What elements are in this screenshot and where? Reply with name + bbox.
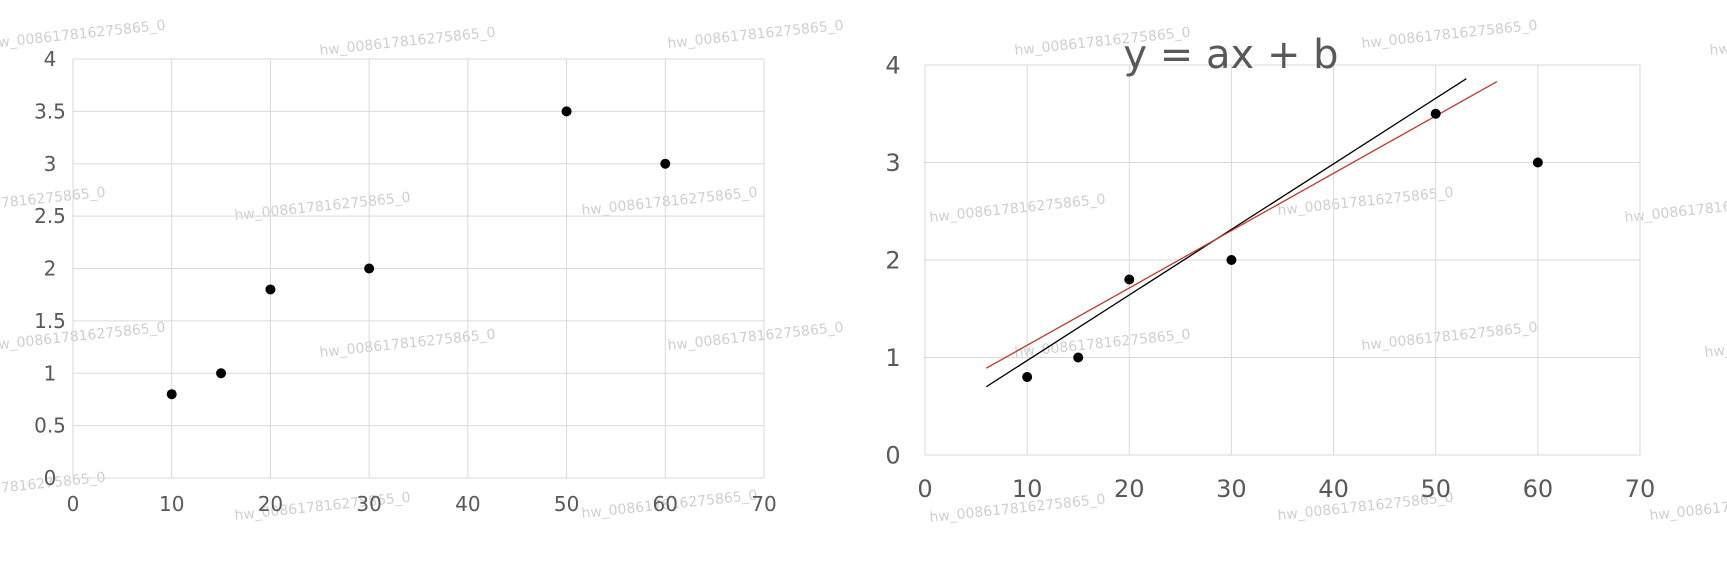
watermark: hw_008617816275865_0 bbox=[234, 190, 412, 224]
y-tick-label: 3.5 bbox=[34, 99, 66, 123]
y-tick-label: 1.5 bbox=[34, 309, 66, 333]
watermark: hw_008617816275865_0 bbox=[319, 25, 497, 59]
watermark: hw_008617816275865_0 bbox=[1709, 25, 1727, 59]
watermark: hw_008617816275865_0 bbox=[1361, 18, 1539, 52]
chart-1-gridlines bbox=[72, 58, 765, 479]
y-tick-label: 1 bbox=[885, 344, 900, 372]
y-tick-label: 0 bbox=[885, 441, 900, 469]
data-point bbox=[660, 158, 671, 169]
x-tick-label: 30 bbox=[1216, 475, 1247, 503]
chart-2-gridlines bbox=[924, 64, 1641, 456]
watermark: hw_008617816275865_0 bbox=[1704, 327, 1727, 361]
y-tick-label: 0.5 bbox=[34, 414, 66, 438]
trendline bbox=[985, 78, 1467, 388]
watermark: hw_008617816275865_0 bbox=[0, 320, 166, 354]
watermark: hw_008617816275865_0 bbox=[667, 320, 845, 354]
x-tick-label: 70 bbox=[751, 492, 776, 516]
data-point bbox=[1073, 352, 1084, 363]
data-point bbox=[265, 284, 276, 295]
watermark: hw_008617816275865_0 bbox=[929, 192, 1107, 226]
watermark: hw_008617816275865_0 bbox=[1361, 320, 1539, 354]
data-point bbox=[1124, 274, 1135, 285]
watermark: hw_008617816275865_0 bbox=[1649, 490, 1727, 524]
chart-2-points bbox=[1022, 108, 1543, 382]
x-tick-label: 20 bbox=[258, 492, 283, 516]
data-point bbox=[1022, 372, 1033, 382]
chart-1-y-tick-labels: 0 0.5 1 1.5 2 2.5 3 3.5 4 bbox=[34, 47, 66, 490]
y-tick-label: 3 bbox=[885, 149, 900, 177]
x-tick-label: 30 bbox=[356, 492, 381, 516]
y-tick-label: 2.5 bbox=[34, 204, 66, 228]
data-point bbox=[216, 368, 227, 379]
chart-2-title: y = ax + b bbox=[1123, 32, 1338, 78]
y-tick-label: 2 bbox=[44, 257, 57, 281]
x-tick-label: 50 bbox=[554, 492, 579, 516]
chart-1-points bbox=[166, 106, 671, 400]
y-tick-label: 4 bbox=[885, 51, 900, 79]
x-tick-label: 70 bbox=[1625, 475, 1656, 503]
chart-2-y-tick-labels: 0 1 2 3 4 bbox=[885, 51, 900, 469]
chart-2-x-tick-labels: 0 10 20 30 40 50 60 70 bbox=[917, 475, 1655, 503]
data-point bbox=[166, 389, 177, 400]
chart-2-trendlines bbox=[985, 78, 1498, 388]
watermark: hw_008617816275865_0 bbox=[581, 185, 759, 219]
watermark: hw_008617816275865_0 bbox=[319, 327, 497, 361]
y-tick-label: 3 bbox=[44, 152, 57, 176]
watermark: hw_008617816275865_0 bbox=[667, 18, 845, 52]
x-tick-label: 20 bbox=[1114, 475, 1145, 503]
data-point bbox=[561, 106, 572, 117]
data-point bbox=[364, 263, 375, 274]
y-tick-label: 4 bbox=[44, 47, 57, 71]
watermark-layer: hw_008617816275865_0 hw_008617816275865_0… bbox=[0, 18, 1727, 526]
chart-1: 0 10 20 30 40 50 60 70 0 0.5 1 1.5 2 2.5 3 3.5 4 bbox=[34, 47, 777, 516]
data-point bbox=[1430, 108, 1441, 119]
chart-1-x-tick-labels: 0 10 20 30 40 50 60 70 bbox=[67, 492, 777, 516]
x-tick-label: 10 bbox=[1012, 475, 1043, 503]
watermark: hw_008617816275865_0 bbox=[1624, 192, 1727, 226]
data-point bbox=[1226, 255, 1237, 265]
x-tick-label: 50 bbox=[1420, 475, 1451, 503]
watermark: hw_008617816275865_0 bbox=[1014, 327, 1192, 361]
chart-2: 0 10 20 30 40 50 60 70 0 1 2 3 4 y = ax + b bbox=[885, 32, 1655, 503]
x-tick-label: 0 bbox=[917, 475, 932, 503]
x-tick-label: 60 bbox=[653, 492, 678, 516]
x-tick-label: 40 bbox=[1318, 475, 1349, 503]
trendline bbox=[985, 81, 1498, 369]
y-tick-label: 0 bbox=[44, 466, 57, 490]
y-tick-label: 1 bbox=[44, 361, 57, 385]
x-tick-label: 60 bbox=[1523, 475, 1554, 503]
x-tick-label: 10 bbox=[159, 492, 184, 516]
watermark: hw_008617816275865_0 bbox=[0, 18, 166, 52]
data-point bbox=[1532, 157, 1543, 168]
x-tick-label: 40 bbox=[455, 492, 480, 516]
y-tick-label: 2 bbox=[885, 246, 900, 274]
x-tick-label: 0 bbox=[67, 492, 80, 516]
